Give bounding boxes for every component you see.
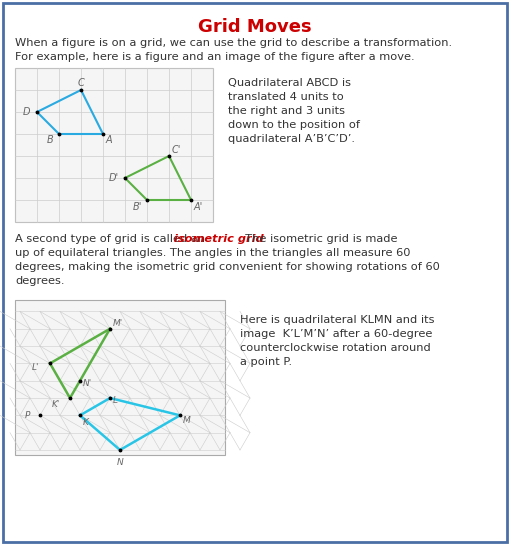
- Text: image  K’L’M’N’ after a 60-degree: image K’L’M’N’ after a 60-degree: [240, 329, 432, 339]
- Text: K: K: [83, 419, 89, 427]
- Text: D': D': [109, 173, 119, 183]
- Text: D: D: [23, 107, 31, 117]
- Text: When a figure is on a grid, we can use the grid to describe a transformation.: When a figure is on a grid, we can use t…: [15, 38, 451, 48]
- Text: counterclockwise rotation around: counterclockwise rotation around: [240, 343, 430, 353]
- Text: N': N': [83, 379, 92, 387]
- Text: up of equilateral triangles. The angles in the triangles all measure 60: up of equilateral triangles. The angles …: [15, 248, 410, 258]
- Text: Grid Moves: Grid Moves: [198, 18, 311, 36]
- Text: For example, here is a figure and an image of the figure after a move.: For example, here is a figure and an ima…: [15, 52, 414, 62]
- Text: C': C': [172, 145, 181, 155]
- Text: A second type of grid is called an: A second type of grid is called an: [15, 234, 208, 244]
- Text: B': B': [133, 202, 142, 212]
- Text: M: M: [183, 416, 190, 425]
- Text: a point P.: a point P.: [240, 357, 292, 367]
- Text: down to the position of: down to the position of: [228, 120, 359, 130]
- Text: quadrilateral A’B’C’D’.: quadrilateral A’B’C’D’.: [228, 134, 354, 144]
- Text: P: P: [25, 411, 31, 420]
- Text: degrees, making the isometric grid convenient for showing rotations of 60: degrees, making the isometric grid conve…: [15, 262, 439, 272]
- Text: Here is quadrilateral KLMN and its: Here is quadrilateral KLMN and its: [240, 315, 434, 325]
- Text: degrees.: degrees.: [15, 276, 64, 286]
- FancyBboxPatch shape: [15, 300, 224, 455]
- Text: L: L: [113, 396, 118, 405]
- Text: K': K': [52, 400, 60, 409]
- Text: M': M': [113, 319, 123, 328]
- Text: isometric grid: isometric grid: [174, 234, 263, 244]
- FancyBboxPatch shape: [15, 68, 213, 222]
- Text: B: B: [47, 135, 53, 145]
- Text: A': A': [193, 202, 203, 212]
- Text: . The isometric grid is made: . The isometric grid is made: [238, 234, 397, 244]
- Text: L': L': [32, 364, 39, 372]
- Text: translated 4 units to: translated 4 units to: [228, 92, 343, 102]
- Text: the right and 3 units: the right and 3 units: [228, 106, 344, 116]
- Text: Quadrilateral ABCD is: Quadrilateral ABCD is: [228, 78, 350, 88]
- Text: A: A: [106, 135, 112, 145]
- Text: C: C: [78, 78, 84, 88]
- Text: N: N: [117, 458, 124, 467]
